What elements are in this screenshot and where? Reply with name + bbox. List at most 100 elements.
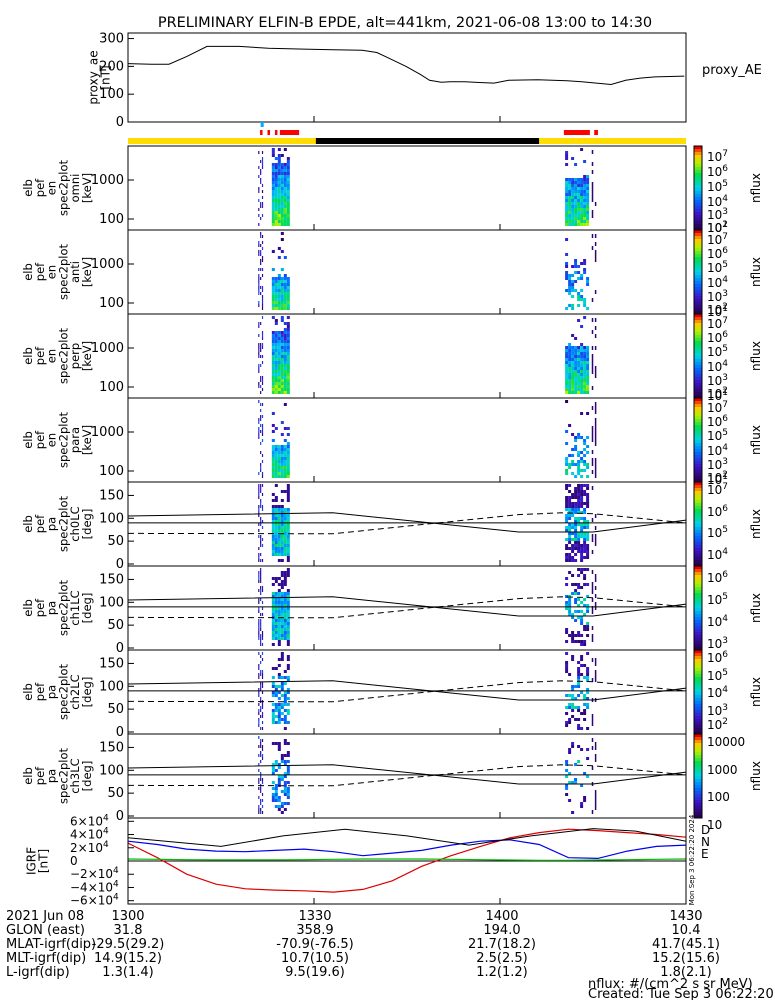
- spec-pixel: [280, 373, 284, 376]
- spec-pixel: [286, 571, 290, 574]
- spec-pixel: [274, 184, 278, 187]
- spec-pixel: [271, 358, 275, 361]
- spec-pixel: [571, 703, 575, 706]
- pa-ylabel-line: ch1LC: [68, 590, 82, 625]
- footer-row-value: -29.5(29.2): [92, 937, 165, 952]
- spec-pixel: [583, 160, 587, 163]
- spec-pixel: [280, 349, 284, 352]
- colorbar-segment: [694, 146, 702, 150]
- spec-pixel: [574, 544, 578, 547]
- colorbar-segment: [694, 275, 702, 279]
- spec-pixel: [591, 590, 594, 594]
- spec-pixel: [580, 190, 584, 193]
- spec-pixel: [580, 196, 584, 199]
- spec-pixel: [260, 571, 262, 574]
- footer-note-unit: nflux: #/(cm^2 s sr MeV): [588, 977, 753, 992]
- spec-pixel: [258, 637, 260, 640]
- spec-pixel: [260, 808, 262, 811]
- spec-pixel: [594, 334, 597, 338]
- spec-pixel: [594, 438, 597, 442]
- spec-pixel: [277, 391, 281, 394]
- spec-pixel: [574, 535, 578, 538]
- spec-pixel: [583, 199, 587, 202]
- spec-pixel: [574, 199, 578, 202]
- spec-pixel: [274, 376, 278, 379]
- spec-pixel: [571, 532, 575, 535]
- spec-pixel: [565, 211, 569, 214]
- spec-pixel: [258, 334, 260, 337]
- spec-pixel: [580, 214, 584, 217]
- spec-pixel: [574, 706, 578, 709]
- spec-pixel: [580, 673, 584, 676]
- spec-pixel: [286, 751, 290, 754]
- spec-pixel: [277, 604, 281, 607]
- spec-pixel: [574, 211, 578, 214]
- colorbar-segment: [694, 425, 702, 429]
- spec-pixel: [286, 352, 290, 355]
- spec-pixel: [277, 343, 281, 346]
- spec-pixel: [261, 382, 264, 385]
- spec-pixel: [283, 775, 287, 778]
- spec-pixel: [580, 502, 584, 505]
- region-red-mark: [274, 130, 278, 135]
- spec-pixel: [286, 613, 290, 616]
- spec-pixel: [586, 652, 590, 655]
- colorbar-segment: [694, 398, 702, 402]
- spec-pixel: [594, 758, 597, 762]
- spec-pixel: [580, 499, 584, 502]
- pa-ylabel-line: elb: [21, 683, 35, 701]
- spec-pixel: [261, 643, 264, 646]
- spec-pixel: [271, 151, 275, 154]
- colorbar-segment: [694, 548, 702, 552]
- spec-pixel: [261, 805, 264, 808]
- spec-pixel: [571, 349, 575, 352]
- colorbar-segment: [694, 764, 702, 768]
- spec-pixel: [261, 160, 264, 163]
- spec-pixel: [271, 250, 275, 253]
- spec-pixel: [574, 640, 578, 643]
- spec-pixel: [261, 781, 264, 784]
- spec-pixel: [577, 670, 581, 673]
- spec-pixel: [258, 577, 260, 580]
- spec-pixel: [594, 462, 597, 466]
- spec-pixel: [271, 517, 275, 520]
- spec-pixel: [571, 505, 575, 508]
- spec-pixel: [574, 223, 578, 226]
- spec-pixel: [568, 571, 572, 574]
- spec-pixel: [583, 301, 587, 304]
- spec-pixel: [571, 208, 575, 211]
- spec-pixel: [574, 349, 578, 352]
- colorbar-segment: [694, 584, 702, 588]
- colorbar-segment: [694, 662, 702, 666]
- spec-pixel: [568, 751, 572, 754]
- spec-pixel: [283, 199, 287, 202]
- spec-pixel: [283, 721, 287, 724]
- spec-pixel: [283, 322, 287, 325]
- spec-pixel: [577, 550, 581, 553]
- colorbar-segment: [694, 377, 702, 381]
- spec-pixel: [261, 505, 264, 508]
- spec-pixel: [571, 187, 575, 190]
- spec-pixel: [586, 211, 590, 214]
- spec-pixel: [271, 583, 275, 586]
- spec-pixel: [574, 559, 578, 562]
- spec-pixel: [583, 367, 587, 370]
- spec-pixel: [271, 763, 275, 766]
- spec-pixel: [286, 742, 290, 745]
- spec-pixel: [274, 364, 278, 367]
- spec-pixel: [574, 361, 578, 364]
- panel-bg: [128, 146, 686, 230]
- spec-pixel: [568, 214, 572, 217]
- spec-pixel: [283, 454, 287, 457]
- spec-pixel: [283, 514, 287, 517]
- colorbar-segment: [694, 698, 702, 702]
- spec-pixel: [260, 424, 262, 427]
- spec-pixel: [277, 298, 281, 301]
- spec-pixel: [277, 538, 281, 541]
- spec-pixel: [283, 379, 287, 382]
- spec-pixel: [583, 259, 587, 262]
- spec-pixel: [565, 367, 569, 370]
- spec-pixel: [286, 754, 290, 757]
- spec-pixel: [283, 370, 287, 373]
